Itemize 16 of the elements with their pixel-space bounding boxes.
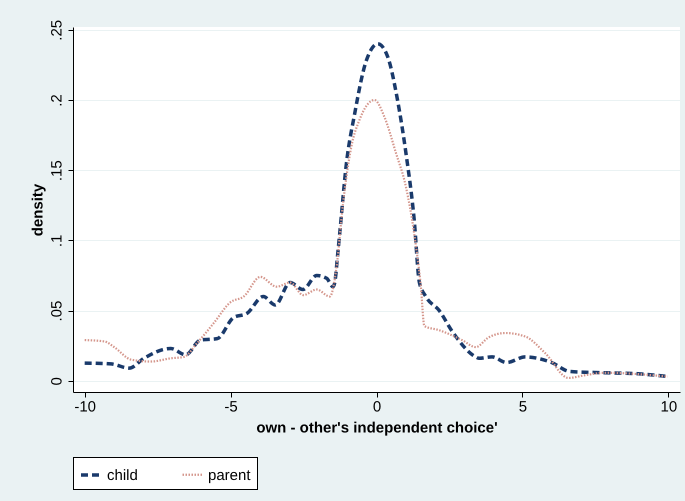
y-tick-label: .2 bbox=[48, 94, 66, 107]
x-tick-label: 0 bbox=[372, 398, 382, 416]
legend-label: parent bbox=[208, 466, 252, 484]
y-tick-label: .25 bbox=[48, 20, 66, 41]
x-tick-label: 10 bbox=[660, 398, 678, 416]
x-tick-label: -10 bbox=[74, 398, 96, 416]
y-tick-label: .15 bbox=[48, 160, 66, 182]
x-tick-label: 5 bbox=[518, 398, 528, 416]
x-tick-label: -5 bbox=[224, 398, 238, 416]
y-tick-label: 0 bbox=[48, 377, 66, 386]
x-axis-title: own - other's independent choice' bbox=[256, 420, 498, 436]
y-tick-label: .1 bbox=[48, 234, 66, 248]
legend-label: child bbox=[107, 467, 138, 484]
y-tick-label: .05 bbox=[48, 300, 66, 322]
line-series bbox=[84, 98, 669, 380]
y-axis-title: density bbox=[30, 183, 46, 236]
